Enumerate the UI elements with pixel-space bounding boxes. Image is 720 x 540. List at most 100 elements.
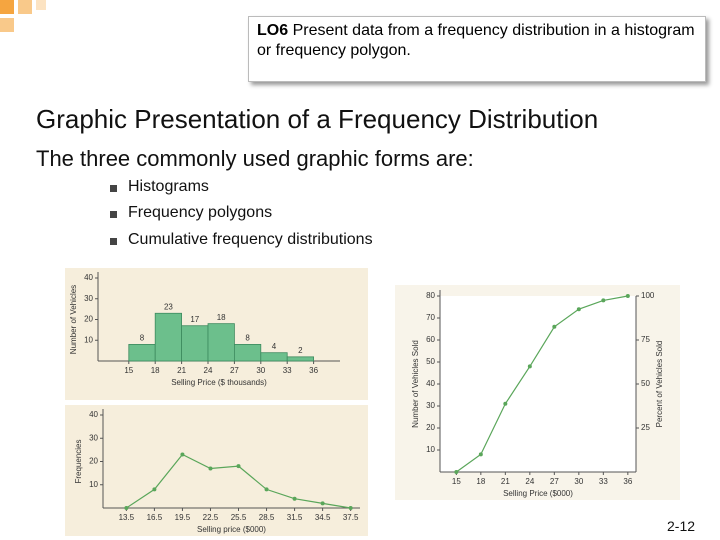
point (152, 487, 157, 492)
y-tick-label: 10 (84, 335, 93, 344)
x-tick-label: 30 (574, 477, 583, 486)
point (348, 506, 353, 510)
bar (154, 312, 182, 362)
point (320, 501, 325, 506)
x-tick-label: 21 (177, 366, 186, 375)
slide-title: Graphic Presentation of a Frequency Dist… (36, 104, 599, 134)
bar-label: 4 (272, 342, 277, 351)
y-tick-label: 30 (89, 433, 98, 442)
y-tick-label: 30 (426, 401, 435, 410)
point (180, 452, 185, 457)
y-tick-label: 80 (426, 291, 435, 300)
bar-label: 8 (245, 334, 250, 343)
bullet: Cumulative frequency distributions (128, 231, 373, 248)
y-tick-label: 10 (426, 445, 435, 454)
x-tick-label: 13.5 (119, 513, 135, 522)
point (478, 452, 483, 457)
bar (181, 325, 209, 362)
x-tick-label: 30 (256, 366, 265, 375)
x-tick-label: 33 (599, 477, 608, 486)
point (552, 324, 557, 329)
y-tick-label: 40 (84, 273, 93, 282)
x-tick-label: 36 (623, 477, 632, 486)
x-tick-label: 25.5 (231, 513, 247, 522)
x-tick-label: 36 (309, 366, 318, 375)
decor (36, 0, 46, 10)
x-tick-label: 24 (525, 477, 534, 486)
decor (0, 0, 14, 14)
point (454, 470, 459, 474)
y-axis-label: Number of Vehicles (69, 285, 78, 354)
y-tick-label: 10 (89, 480, 98, 489)
x-tick-label: 27 (550, 477, 559, 486)
objective-box: LO6 Present data from a frequency distri… (248, 16, 706, 82)
x-tick-label: 31.5 (287, 513, 303, 522)
y2-axis-label: Percent of Vehicles Sold (655, 341, 664, 428)
y-tick-label: 50 (426, 357, 435, 366)
y-tick-label: 20 (84, 315, 93, 324)
y2-tick-label: 25 (641, 423, 650, 432)
y2-tick-label: 75 (641, 335, 650, 344)
bar (233, 343, 262, 362)
y-tick-label: 20 (426, 423, 435, 432)
x-axis-label: Selling Price ($ thousands) (171, 378, 267, 387)
point (601, 298, 606, 303)
x-tick-label: 28.5 (259, 513, 275, 522)
x-tick-label: 27 (230, 366, 239, 375)
point (264, 487, 269, 492)
bar (260, 352, 288, 362)
bar-label: 17 (190, 315, 199, 324)
y-tick-label: 70 (426, 313, 435, 322)
y2-tick-label: 100 (641, 291, 655, 300)
x-tick-label: 33 (283, 366, 292, 375)
x-axis-label: Selling Price ($000) (503, 489, 573, 498)
y-axis-label: Frequencies (74, 439, 83, 483)
x-tick-label: 15 (452, 477, 461, 486)
bar (128, 343, 156, 362)
bar-label: 2 (298, 346, 303, 355)
bar-label: 8 (140, 334, 145, 343)
bullet: Histograms (128, 178, 209, 195)
y2-tick-label: 50 (641, 379, 650, 388)
x-tick-label: 37.5 (343, 513, 359, 522)
x-tick-label: 18 (151, 366, 160, 375)
bar (286, 356, 315, 362)
point (625, 294, 630, 298)
y-tick-label: 40 (89, 410, 98, 419)
y-tick-label: 30 (84, 294, 93, 303)
y-tick-label: 60 (426, 335, 435, 344)
bullet-marker (110, 185, 117, 192)
x-tick-label: 19.5 (175, 513, 191, 522)
y-tick-label: 40 (426, 379, 435, 388)
y-tick-label: 20 (89, 457, 98, 466)
x-tick-label: 22.5 (203, 513, 219, 522)
line (455, 295, 628, 473)
x-tick-label: 15 (124, 366, 133, 375)
page-number: 2-12 (667, 518, 696, 534)
bar-label: 18 (217, 313, 226, 322)
decor (18, 0, 32, 14)
objective-text: Present data from a frequency distributi… (257, 22, 695, 59)
x-tick-label: 24 (204, 366, 213, 375)
decor (0, 18, 14, 32)
point (124, 506, 129, 510)
x-tick-label: 16.5 (147, 513, 163, 522)
bar (207, 323, 235, 362)
point (503, 401, 508, 406)
plot-area (440, 296, 636, 472)
point (527, 364, 532, 369)
slide-subtitle: The three commonly used graphic forms ar… (36, 146, 474, 171)
point (576, 307, 581, 312)
bar-label: 23 (164, 302, 173, 311)
x-tick-label: 18 (476, 477, 485, 486)
x-axis-label: Selling price ($000) (197, 525, 266, 534)
chart-background (65, 405, 368, 536)
bullet-marker (110, 238, 117, 245)
y-axis-label: Number of Vehicles Sold (411, 340, 420, 428)
point (292, 496, 297, 501)
x-tick-label: 21 (501, 477, 510, 486)
bullet-marker (110, 211, 117, 218)
bullet: Frequency polygons (128, 204, 273, 221)
